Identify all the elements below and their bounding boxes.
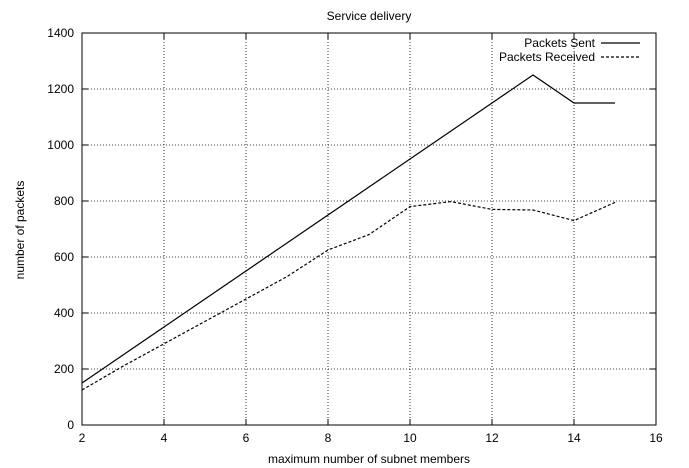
y-tick-label: 400 <box>54 306 74 320</box>
y-tick-label: 0 <box>67 418 74 432</box>
x-tick-label: 4 <box>161 431 168 445</box>
x-tick-label: 14 <box>567 431 581 445</box>
x-tick-label: 6 <box>243 431 250 445</box>
series-line-packets-sent <box>81 74 615 384</box>
plot-frame <box>81 32 657 426</box>
x-tick-label: 12 <box>485 431 499 445</box>
x-axis-label: maximum number of subnet members <box>268 452 470 466</box>
y-tick-label: 600 <box>54 250 74 264</box>
x-tick-label: 16 <box>649 431 663 445</box>
y-tick-label: 1000 <box>47 138 74 152</box>
chart-title: Service delivery <box>327 9 412 23</box>
y-tick-label: 800 <box>54 194 74 208</box>
series-line-packets-received <box>81 200 616 391</box>
grid <box>82 33 656 425</box>
y-tick-label: 200 <box>54 362 74 376</box>
x-tick-label: 8 <box>325 431 332 445</box>
y-tick-label: 1200 <box>47 82 74 96</box>
series-lines <box>81 74 616 391</box>
y-tick-label: 1400 <box>47 26 74 40</box>
legend-label-packets-received: Packets Received <box>499 50 595 64</box>
legend-label-packets-sent: Packets Sent <box>524 36 595 50</box>
x-tick-label: 10 <box>403 431 417 445</box>
x-tick-label: 2 <box>79 431 86 445</box>
y-axis-label: number of packets <box>13 181 27 280</box>
